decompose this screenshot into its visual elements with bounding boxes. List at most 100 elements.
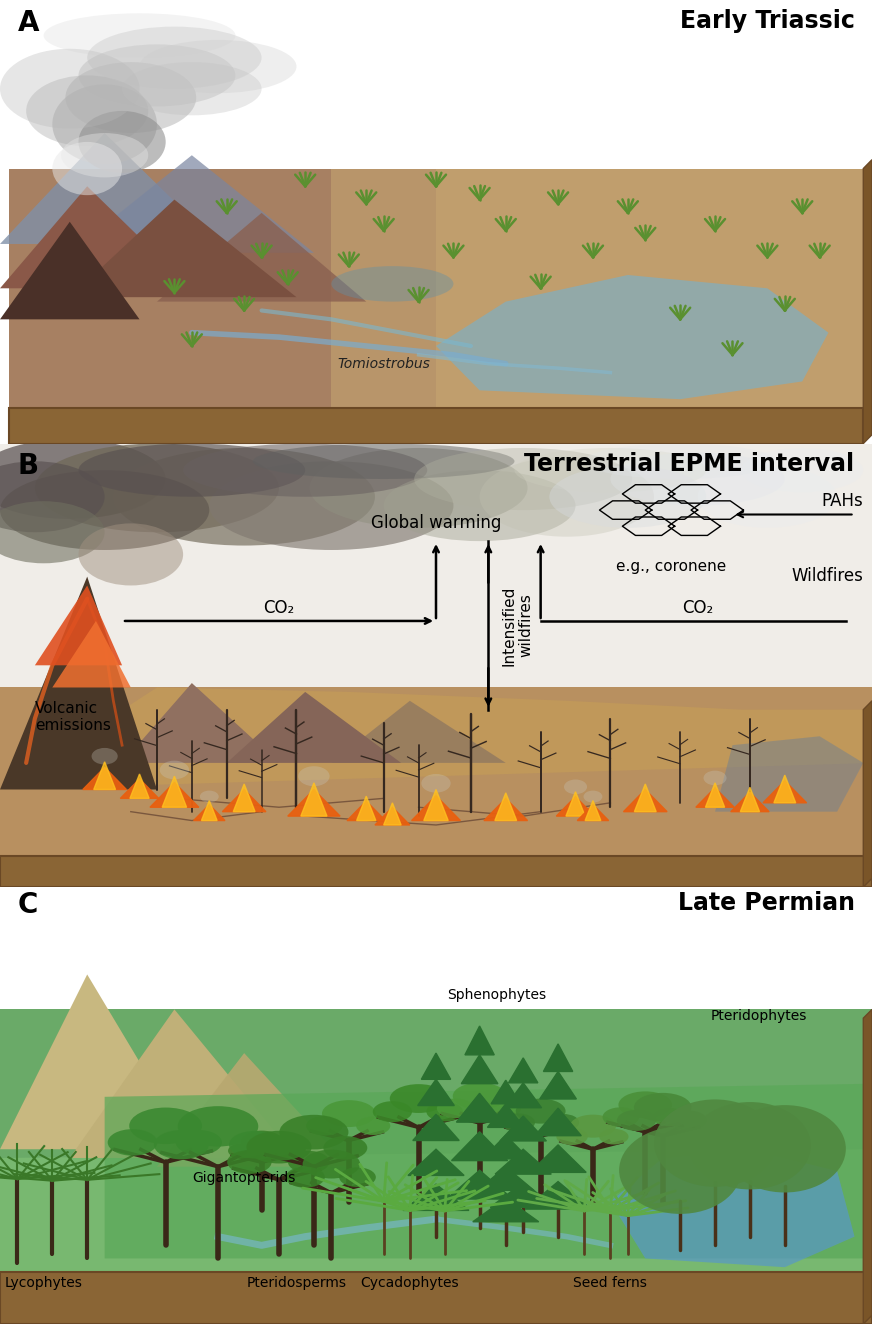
Text: Pteridosperms: Pteridosperms bbox=[247, 1276, 346, 1290]
Polygon shape bbox=[863, 1009, 872, 1324]
Text: Pteridophytes: Pteridophytes bbox=[711, 1009, 807, 1023]
Polygon shape bbox=[0, 974, 192, 1149]
Ellipse shape bbox=[583, 790, 603, 802]
Ellipse shape bbox=[584, 444, 776, 479]
Polygon shape bbox=[696, 788, 734, 808]
Polygon shape bbox=[525, 1181, 591, 1209]
Polygon shape bbox=[556, 797, 595, 816]
Ellipse shape bbox=[698, 466, 837, 528]
Ellipse shape bbox=[52, 142, 122, 195]
Ellipse shape bbox=[331, 266, 453, 302]
Ellipse shape bbox=[87, 26, 262, 89]
Ellipse shape bbox=[570, 1115, 616, 1137]
Ellipse shape bbox=[35, 444, 279, 532]
Ellipse shape bbox=[52, 85, 157, 164]
Polygon shape bbox=[157, 1053, 349, 1166]
Polygon shape bbox=[412, 1115, 460, 1140]
Ellipse shape bbox=[564, 780, 587, 794]
Ellipse shape bbox=[113, 448, 375, 545]
Text: A: A bbox=[17, 9, 39, 37]
Polygon shape bbox=[610, 1149, 855, 1267]
Polygon shape bbox=[500, 1116, 547, 1141]
Polygon shape bbox=[465, 1026, 494, 1055]
Polygon shape bbox=[705, 782, 725, 808]
Ellipse shape bbox=[599, 1129, 629, 1144]
Ellipse shape bbox=[414, 448, 632, 510]
Polygon shape bbox=[122, 683, 279, 763]
Polygon shape bbox=[482, 1135, 529, 1158]
Ellipse shape bbox=[322, 1100, 376, 1127]
Text: Cycadophytes: Cycadophytes bbox=[360, 1276, 460, 1290]
Ellipse shape bbox=[78, 111, 166, 173]
Polygon shape bbox=[35, 585, 122, 665]
Polygon shape bbox=[452, 1132, 508, 1161]
Polygon shape bbox=[863, 700, 872, 887]
Polygon shape bbox=[52, 621, 131, 687]
Ellipse shape bbox=[298, 767, 330, 786]
Polygon shape bbox=[94, 761, 115, 789]
Polygon shape bbox=[120, 779, 159, 798]
Ellipse shape bbox=[178, 1106, 258, 1147]
Polygon shape bbox=[408, 1149, 464, 1176]
Polygon shape bbox=[487, 1104, 524, 1128]
Polygon shape bbox=[774, 775, 795, 802]
Ellipse shape bbox=[652, 1108, 687, 1127]
Text: B: B bbox=[17, 453, 38, 481]
Polygon shape bbox=[150, 782, 199, 808]
Text: CO₂: CO₂ bbox=[682, 598, 713, 617]
Polygon shape bbox=[9, 408, 863, 444]
Ellipse shape bbox=[373, 1102, 412, 1123]
Polygon shape bbox=[715, 736, 863, 812]
Polygon shape bbox=[227, 692, 401, 763]
Ellipse shape bbox=[324, 1136, 367, 1160]
Ellipse shape bbox=[200, 790, 219, 802]
Polygon shape bbox=[495, 1149, 551, 1174]
Ellipse shape bbox=[556, 1128, 588, 1145]
Ellipse shape bbox=[0, 461, 105, 532]
Text: PAHs: PAHs bbox=[821, 493, 863, 510]
Polygon shape bbox=[436, 168, 863, 408]
Polygon shape bbox=[491, 1080, 521, 1104]
Ellipse shape bbox=[654, 1099, 776, 1186]
Polygon shape bbox=[446, 1170, 513, 1200]
Polygon shape bbox=[421, 1053, 451, 1079]
Polygon shape bbox=[540, 1071, 576, 1099]
Ellipse shape bbox=[129, 1108, 202, 1144]
Polygon shape bbox=[473, 1198, 539, 1222]
Ellipse shape bbox=[501, 1113, 535, 1132]
Text: Sphenophytes: Sphenophytes bbox=[447, 988, 547, 1001]
Polygon shape bbox=[384, 802, 401, 825]
Ellipse shape bbox=[241, 1131, 283, 1152]
Ellipse shape bbox=[437, 1099, 473, 1119]
Text: Late Permian: Late Permian bbox=[678, 891, 855, 915]
Polygon shape bbox=[375, 808, 410, 825]
Polygon shape bbox=[70, 1009, 296, 1158]
Polygon shape bbox=[0, 1271, 872, 1324]
Text: Terrestrial EPME interval: Terrestrial EPME interval bbox=[524, 453, 855, 477]
Ellipse shape bbox=[619, 1127, 741, 1214]
Polygon shape bbox=[70, 200, 296, 297]
Polygon shape bbox=[194, 805, 225, 821]
Ellipse shape bbox=[61, 134, 148, 177]
Ellipse shape bbox=[279, 1115, 349, 1149]
Ellipse shape bbox=[26, 75, 148, 147]
Ellipse shape bbox=[618, 1091, 672, 1119]
Ellipse shape bbox=[286, 1166, 324, 1188]
Ellipse shape bbox=[610, 453, 785, 506]
Polygon shape bbox=[495, 793, 516, 821]
Polygon shape bbox=[288, 789, 340, 816]
Polygon shape bbox=[403, 1184, 469, 1210]
Polygon shape bbox=[535, 1108, 582, 1136]
Ellipse shape bbox=[0, 470, 209, 549]
Ellipse shape bbox=[603, 1107, 639, 1127]
Polygon shape bbox=[9, 168, 331, 408]
Text: Tomiostrobus: Tomiostrobus bbox=[337, 356, 430, 371]
Ellipse shape bbox=[421, 775, 451, 793]
Polygon shape bbox=[731, 792, 769, 812]
Ellipse shape bbox=[339, 1168, 376, 1188]
Ellipse shape bbox=[259, 1135, 306, 1160]
Polygon shape bbox=[478, 1166, 534, 1190]
Ellipse shape bbox=[209, 461, 453, 549]
Ellipse shape bbox=[515, 1099, 566, 1124]
Polygon shape bbox=[234, 784, 255, 812]
